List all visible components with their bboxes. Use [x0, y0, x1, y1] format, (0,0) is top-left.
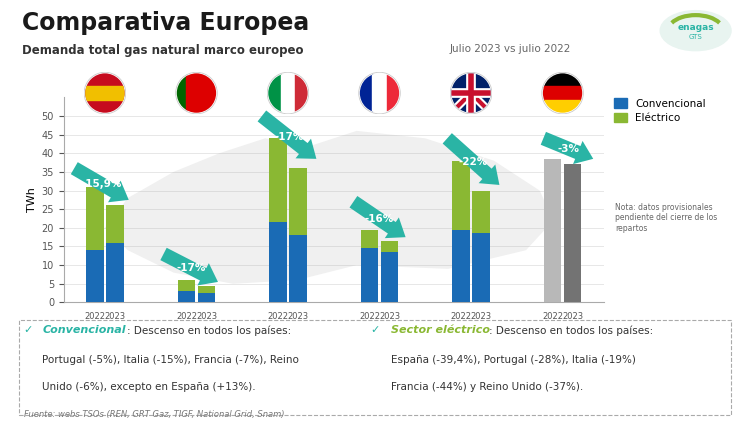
Text: Julio 2023 vs julio 2022: Julio 2023 vs julio 2022	[450, 44, 572, 55]
Text: Convencional: Convencional	[42, 326, 126, 335]
Bar	[361, 248, 378, 302]
Bar	[472, 233, 490, 302]
Bar	[178, 291, 195, 302]
Circle shape	[542, 72, 583, 114]
Text: Demanda total gas natural marco europeo: Demanda total gas natural marco europeo	[22, 44, 304, 58]
Text: 2022: 2022	[84, 312, 105, 321]
Bar	[269, 222, 286, 302]
Legend: Convencional, Eléctrico: Convencional, Eléctrico	[614, 99, 706, 123]
Bar	[86, 187, 104, 250]
Text: enagas: enagas	[677, 22, 714, 32]
Text: España (-39,4%), Portugal (-28%), Italia (-19%): España (-39,4%), Portugal (-28%), Italia…	[391, 354, 636, 365]
Text: España: España	[86, 323, 124, 333]
Text: UK: UK	[464, 323, 478, 333]
Polygon shape	[105, 131, 554, 284]
Bar	[564, 165, 581, 302]
Circle shape	[177, 74, 216, 113]
Circle shape	[268, 74, 308, 113]
Text: Italia: Italia	[274, 323, 302, 333]
Text: 2023: 2023	[562, 312, 584, 321]
Bar	[295, 71, 309, 115]
Circle shape	[451, 72, 491, 114]
Circle shape	[176, 72, 217, 114]
Text: Comparativa Europea: Comparativa Europea	[22, 11, 310, 35]
Text: Unido (-6%), excepto en España (+13%).: Unido (-6%), excepto en España (+13%).	[42, 382, 256, 393]
Bar	[290, 235, 307, 302]
Text: -17%: -17%	[274, 132, 304, 143]
Text: Francia (-44%) y Reino Unido (-37%).: Francia (-44%) y Reino Unido (-37%).	[391, 382, 583, 393]
Text: Sector eléctrico: Sector eléctrico	[391, 326, 490, 335]
Circle shape	[452, 74, 491, 113]
Circle shape	[543, 74, 582, 113]
Bar	[452, 230, 470, 302]
Bar	[542, 86, 584, 100]
Text: 2022: 2022	[176, 312, 197, 321]
Text: 2023: 2023	[287, 312, 308, 321]
Text: 2023: 2023	[196, 312, 217, 321]
Text: -3%: -3%	[557, 143, 579, 154]
Y-axis label: TWh: TWh	[27, 187, 38, 212]
Bar	[175, 71, 186, 115]
Circle shape	[268, 72, 308, 114]
Text: -16%: -16%	[365, 214, 394, 225]
Bar	[452, 161, 470, 230]
Text: -15,9%: -15,9%	[81, 179, 122, 189]
Text: 2022: 2022	[542, 312, 563, 321]
Bar	[373, 71, 387, 115]
Text: ✓: ✓	[371, 326, 385, 335]
Bar	[106, 206, 124, 243]
Bar	[381, 241, 398, 252]
Text: 2022: 2022	[268, 312, 289, 321]
Text: 2022: 2022	[359, 312, 380, 321]
Text: Fuente: webs TSOs (REN, GRT Gaz, TIGF, National Grid, Snam): Fuente: webs TSOs (REN, GRT Gaz, TIGF, N…	[24, 410, 284, 420]
Bar	[361, 230, 378, 248]
Circle shape	[86, 74, 124, 113]
Bar	[266, 71, 280, 115]
Bar	[290, 168, 307, 235]
Bar	[280, 71, 295, 115]
Text: -22%: -22%	[459, 157, 488, 167]
Text: GTS: GTS	[688, 34, 703, 40]
Text: : Descenso en todos los países:: : Descenso en todos los países:	[127, 326, 291, 336]
Circle shape	[360, 74, 399, 113]
Bar	[358, 71, 373, 115]
Bar	[106, 243, 124, 302]
Text: -17%: -17%	[176, 263, 206, 273]
Bar	[542, 100, 584, 115]
Text: Portugal: Portugal	[172, 323, 220, 333]
Bar	[86, 250, 104, 302]
Bar	[387, 71, 401, 115]
Text: Alemania: Alemania	[537, 323, 588, 333]
Bar	[381, 252, 398, 302]
Bar	[472, 190, 490, 233]
FancyBboxPatch shape	[19, 320, 731, 415]
Text: 2023: 2023	[470, 312, 492, 321]
Text: Francia: Francia	[359, 323, 400, 333]
Circle shape	[85, 72, 125, 114]
Text: ✓: ✓	[24, 326, 37, 335]
Circle shape	[359, 72, 400, 114]
Bar	[198, 286, 215, 293]
Bar	[198, 293, 215, 302]
Text: 2023: 2023	[379, 312, 400, 321]
Text: : Descenso en todos los países:: : Descenso en todos los países:	[489, 326, 653, 336]
Bar	[542, 71, 584, 86]
Bar	[178, 280, 195, 291]
Text: 2022: 2022	[451, 312, 472, 321]
Bar	[83, 86, 126, 100]
Text: Nota: datos provisionales
pendiente del cierre de los
repartos: Nota: datos provisionales pendiente del …	[615, 203, 717, 233]
Bar	[186, 71, 218, 115]
Bar	[544, 159, 561, 302]
Text: 2023: 2023	[104, 312, 125, 321]
Circle shape	[660, 11, 731, 51]
Text: Portugal (-5%), Italia (-15%), Francia (-7%), Reino: Portugal (-5%), Italia (-15%), Francia (…	[42, 354, 299, 365]
Bar	[269, 138, 286, 222]
